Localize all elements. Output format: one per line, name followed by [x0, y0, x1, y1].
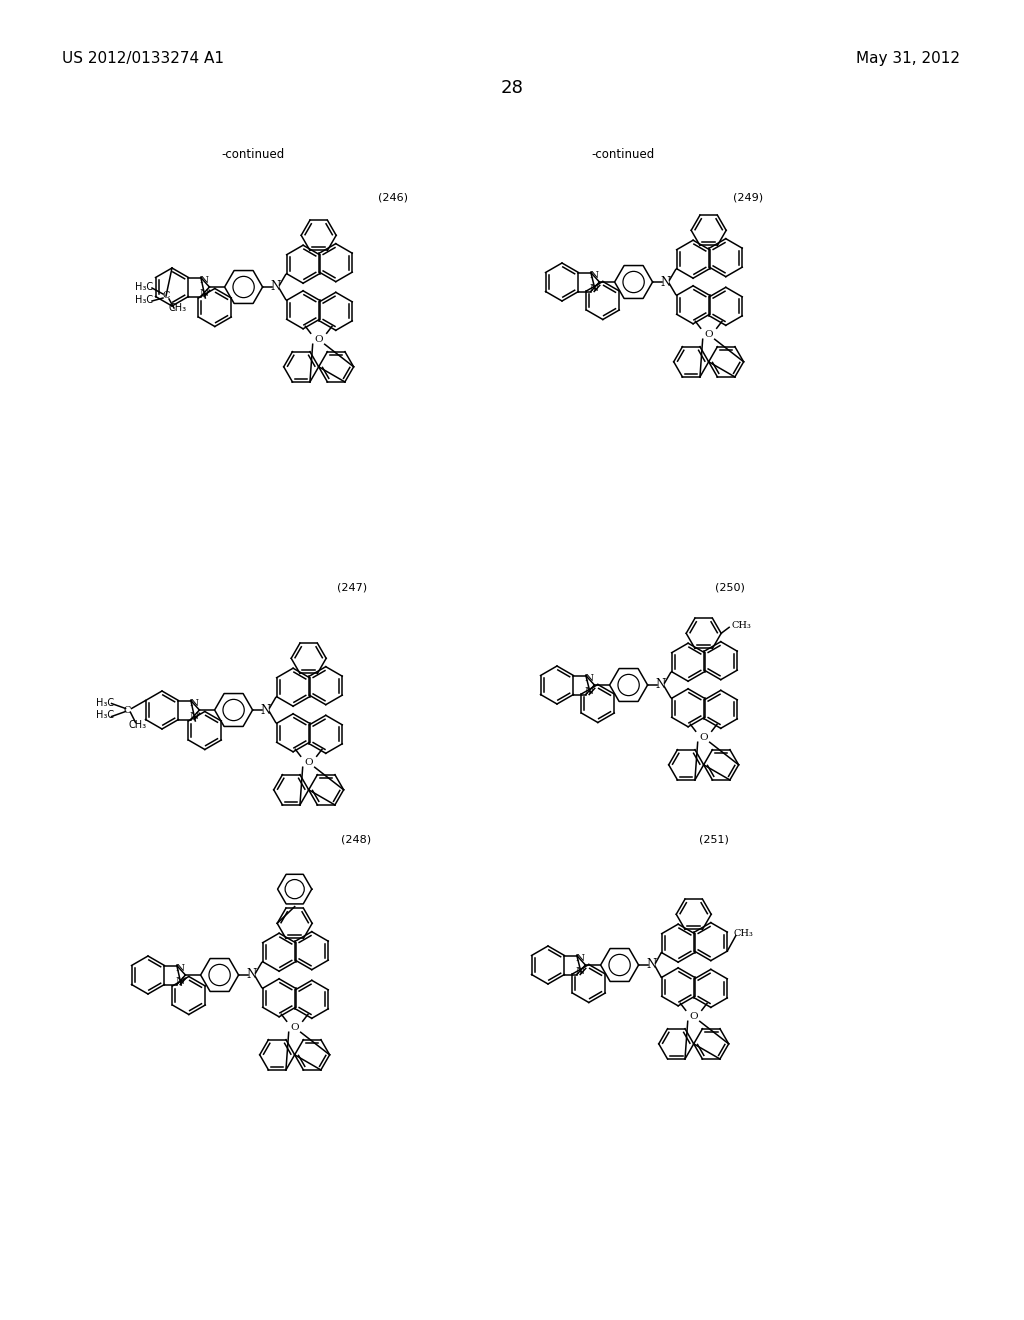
Text: N: N: [247, 969, 257, 982]
Text: N: N: [655, 678, 666, 692]
Text: N: N: [200, 289, 209, 298]
Text: N: N: [585, 675, 593, 682]
Text: (246): (246): [378, 193, 408, 203]
Text: C: C: [163, 292, 170, 301]
Text: (251): (251): [699, 836, 729, 845]
Text: May 31, 2012: May 31, 2012: [856, 50, 961, 66]
Text: (248): (248): [341, 836, 371, 845]
Text: 28: 28: [501, 79, 523, 96]
Text: O: O: [304, 758, 313, 767]
Text: N: N: [585, 686, 593, 696]
Text: CH₃: CH₃: [128, 719, 146, 730]
Text: H₃C: H₃C: [96, 710, 115, 721]
Text: H₃C: H₃C: [96, 697, 115, 708]
Text: O: O: [291, 1023, 299, 1032]
Text: N: N: [270, 281, 281, 293]
Text: CH₃: CH₃: [734, 929, 754, 939]
Text: C: C: [124, 706, 131, 715]
Text: O: O: [689, 1012, 698, 1020]
Text: US 2012/0133274 A1: US 2012/0133274 A1: [62, 50, 224, 66]
Text: -continued: -continued: [592, 149, 654, 161]
Text: (250): (250): [715, 583, 744, 593]
Text: (247): (247): [337, 583, 367, 593]
Text: N: N: [175, 977, 184, 986]
Text: N: N: [175, 964, 184, 973]
Text: N: N: [589, 271, 598, 280]
Text: H₃C: H₃C: [135, 294, 153, 305]
Text: N: N: [260, 704, 270, 717]
Text: N: N: [575, 968, 585, 975]
Text: N: N: [575, 954, 585, 964]
Text: N: N: [646, 958, 656, 972]
Text: -continued: -continued: [221, 149, 285, 161]
Text: N: N: [660, 276, 671, 289]
Text: N: N: [189, 711, 199, 721]
Text: H₃C: H₃C: [135, 282, 153, 292]
Text: N: N: [589, 284, 598, 293]
Text: N: N: [200, 276, 209, 285]
Text: CH₃: CH₃: [731, 620, 751, 630]
Text: N: N: [189, 700, 199, 708]
Text: O: O: [705, 330, 713, 339]
Text: O: O: [314, 335, 323, 343]
Text: (249): (249): [733, 193, 763, 203]
Text: O: O: [699, 733, 708, 742]
Text: CH₃: CH₃: [169, 304, 187, 313]
